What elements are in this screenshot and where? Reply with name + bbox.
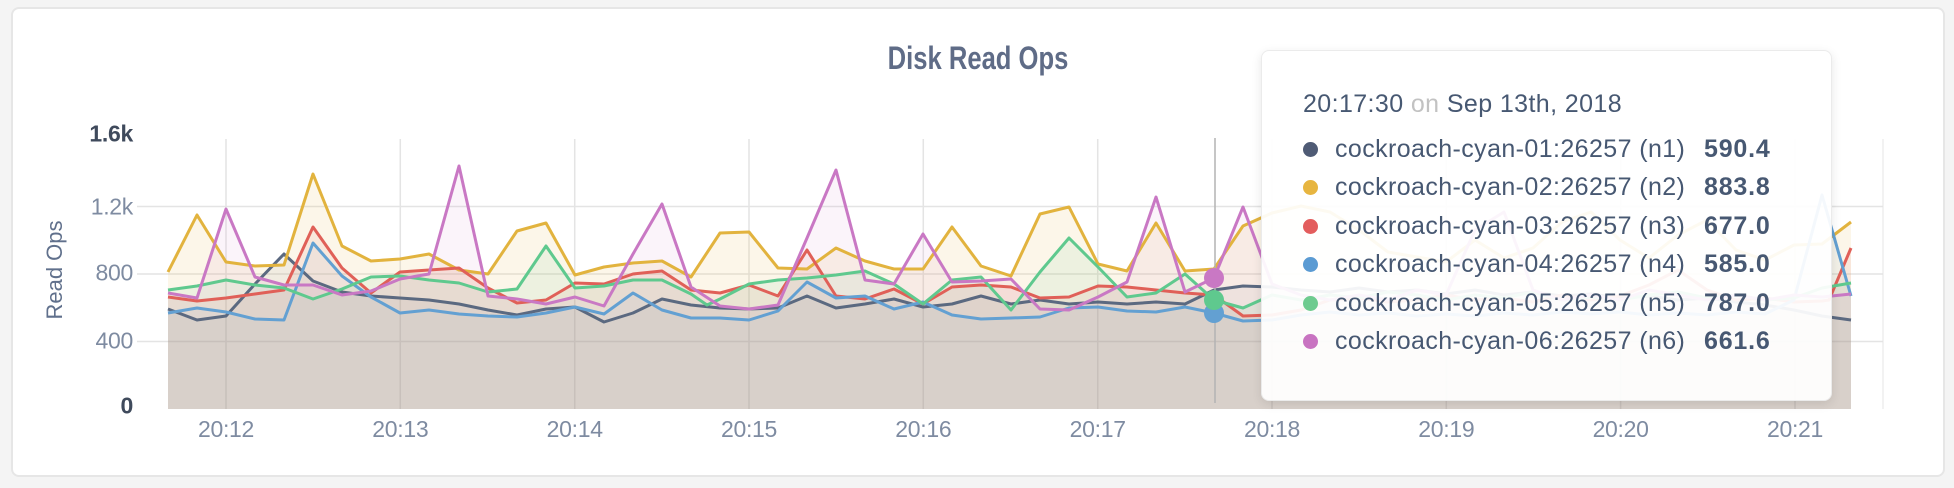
svg-text:20:18: 20:18 (1244, 416, 1300, 442)
svg-text:20:21: 20:21 (1767, 416, 1823, 442)
svg-text:Disk Read Ops: Disk Read Ops (888, 41, 1069, 76)
svg-text:20:17: 20:17 (1070, 416, 1126, 442)
svg-text:20:13: 20:13 (372, 416, 428, 442)
svg-text:400: 400 (96, 327, 133, 353)
svg-text:20:19: 20:19 (1418, 416, 1474, 442)
svg-text:20:20: 20:20 (1593, 416, 1649, 442)
svg-text:1.2k: 1.2k (91, 193, 134, 219)
svg-text:20:14: 20:14 (547, 416, 604, 442)
svg-text:20:15: 20:15 (721, 416, 777, 442)
svg-text:Read Ops: Read Ops (42, 220, 67, 319)
svg-text:800: 800 (96, 259, 133, 285)
svg-text:0: 0 (121, 392, 134, 418)
svg-text:20:12: 20:12 (198, 416, 254, 442)
svg-text:1.6k: 1.6k (89, 120, 133, 146)
svg-text:20:16: 20:16 (895, 416, 951, 442)
